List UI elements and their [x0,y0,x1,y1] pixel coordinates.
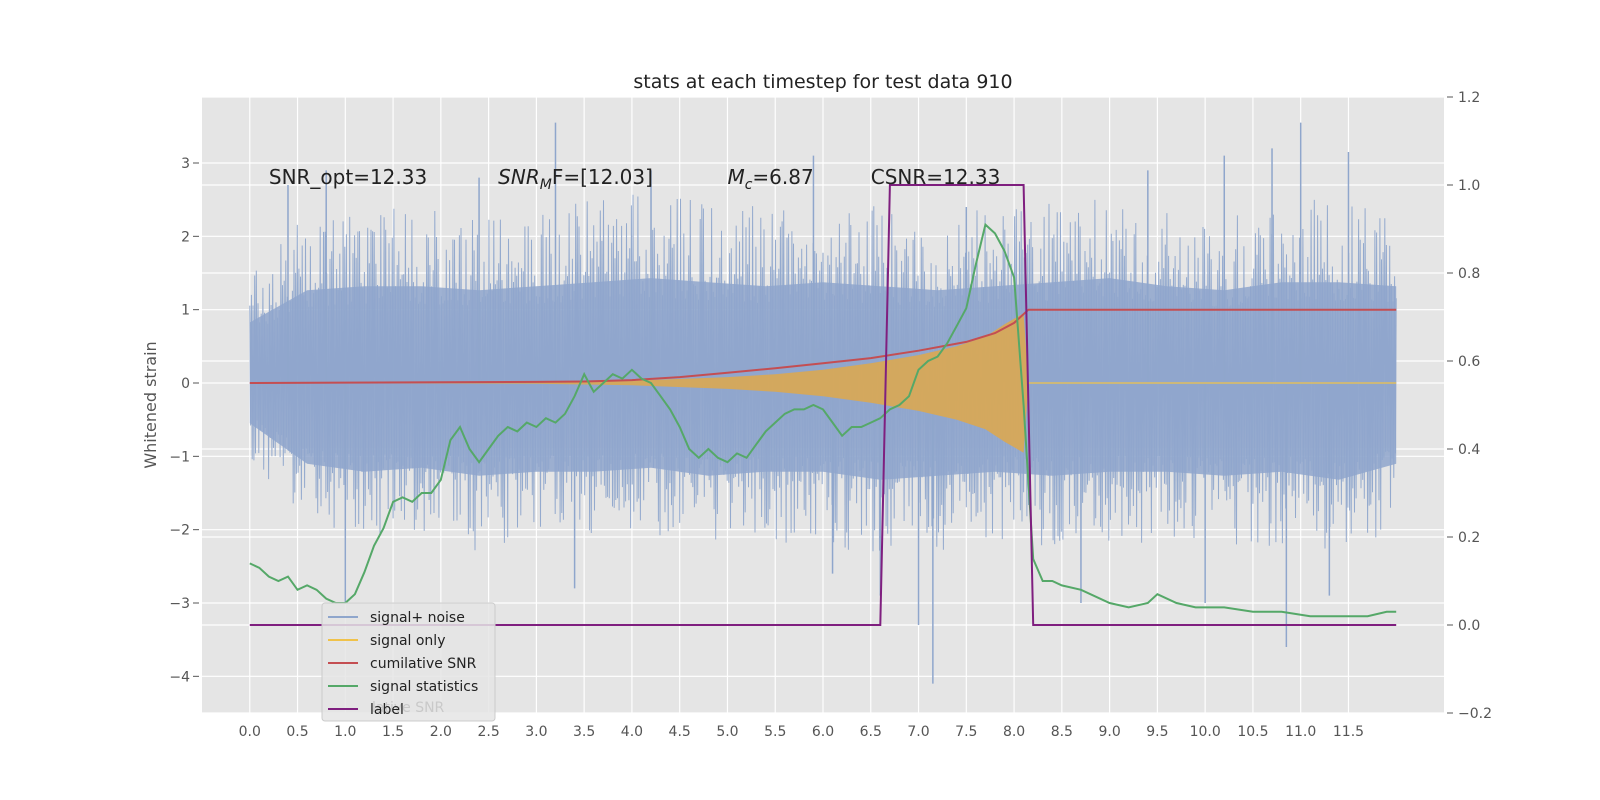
signal-only-envelope [249,313,1397,453]
legend-label: cumilative SNR [370,656,477,672]
y2-tick-label: 0.8 [1458,266,1480,282]
y-tick-label: −2 [169,523,190,539]
annotation-rest: F=[12.03] [552,165,653,189]
y2-tick-label: 1.0 [1458,178,1480,194]
legend-label: label [370,702,404,718]
x-tick-label: 4.5 [669,724,691,740]
label-line [249,184,1397,626]
x-tick-label: 0.5 [286,724,308,740]
legend-label: signal+ noise [370,610,465,626]
y-axis-label: Whitened strain [141,341,160,468]
y-axis-left: 3 2 1 0 −1 −2 −3 −4 [169,156,199,685]
y2-tick-label: 0.4 [1458,442,1480,458]
legend: lative SNR signal+ noise signal only cumila… [321,602,496,722]
y-tick-label: −3 [169,596,190,612]
y-tick-label: −4 [169,669,190,685]
y2-tick-label: 0.6 [1458,354,1480,370]
x-tick-label: 10.5 [1237,724,1268,740]
x-tick-label: 6.0 [812,724,834,740]
x-tick-label: 8.5 [1051,724,1073,740]
x-tick-label: 3.5 [573,724,595,740]
x-tick-label: 9.5 [1146,724,1168,740]
x-tick-label: 10.0 [1190,724,1221,740]
x-tick-label: 2.0 [430,724,452,740]
x-tick-label: 0.0 [239,724,261,740]
annotations: SNR_opt=12.33 SNRMF=[12.03] Mc=6.87 CSNR=12… [269,165,1000,193]
y2-tick-label: 0.0 [1458,618,1480,634]
y2-tick-label: 1.2 [1458,90,1480,106]
x-tick-label: 1.0 [334,724,356,740]
annotation-subscript: M [540,177,552,193]
x-axis: 0.0 0.5 1.0 1.5 2.0 2.5 3.0 3.5 4.0 4.5 5.0 5.5 6.0 6… [239,724,1364,740]
annotation-text: CSNR=12.33 [871,165,1001,189]
x-tick-label: 11.5 [1333,724,1364,740]
y-tick-label: −1 [169,449,190,465]
legend-box [321,602,496,722]
annotation-rest: =6.87 [752,165,813,189]
x-tick-label: 3.0 [525,724,547,740]
annotation-text: SNRMF=[12.03] [498,165,653,193]
x-tick-label: 5.5 [764,724,786,740]
x-tick-label: 6.5 [860,724,882,740]
annotation-text: Mc=6.87 [727,165,813,193]
y2-tick-label: −0.2 [1458,706,1492,722]
x-tick-label: 8.0 [1003,724,1025,740]
annotation-base: M [727,165,744,189]
annotation-base: SNR [498,165,540,189]
legend-label: signal statistics [370,679,478,695]
x-tick-label: 7.0 [907,724,929,740]
x-tick-label: 11.0 [1285,724,1316,740]
x-tick-label: 2.5 [477,724,499,740]
x-tick-label: 1.5 [382,724,404,740]
y-axis-right: 1.2 1.0 0.8 0.6 0.4 0.2 0.0 −0.2 [1447,90,1492,722]
x-tick-label: 9.0 [1098,724,1120,740]
y-tick-label: 0 [181,376,190,392]
y2-tick-label: 0.2 [1458,530,1480,546]
x-tick-label: 7.5 [955,724,977,740]
chart-title: stats at each timestep for test data 910 [633,71,1012,93]
y-tick-label: 3 [181,156,190,172]
signal-statistics-line [249,222,1397,618]
x-tick-label: 5.0 [716,724,738,740]
y-tick-label: 1 [181,303,190,319]
x-tick-label: 4.0 [621,724,643,740]
series-layer [249,122,1397,684]
legend-overlap-text: lative SNR [372,700,445,716]
legend-label: signal only [370,633,445,649]
annotation-text: SNR_opt=12.33 [269,165,427,189]
annotation-subscript: c [745,177,753,193]
y-tick-label: 2 [181,229,190,245]
